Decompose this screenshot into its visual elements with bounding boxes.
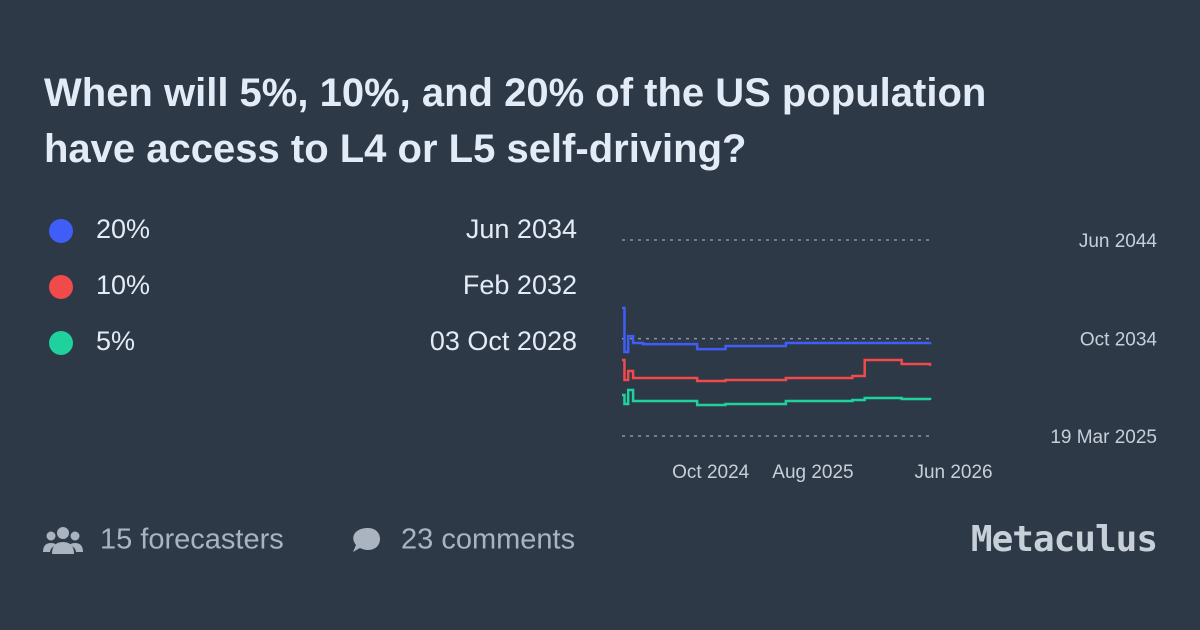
title-line: have access to L4 or L5 self-driving? [44, 127, 746, 171]
comments-icon [353, 528, 380, 552]
legend-dot [49, 219, 73, 243]
latest-value: 03 Oct 2028 [430, 326, 577, 356]
latest-value: Jun 2034 [466, 214, 577, 244]
latest-value: Feb 2032 [463, 270, 577, 300]
y-tick-label: Jun 2044 [1079, 231, 1158, 252]
y-tick-label: 19 Mar 2025 [1050, 427, 1157, 448]
series-line [622, 306, 932, 354]
legend-name: 20% [96, 214, 150, 244]
legend-name: 5% [96, 326, 135, 356]
legend-name: 10% [96, 270, 150, 300]
series-line [622, 358, 932, 383]
brand-logo: Metaculus [971, 519, 1157, 560]
comments-count: 23 comments [401, 524, 575, 556]
x-tick-label: Oct 2024 [672, 462, 750, 483]
forecasters-count: 15 forecasters [100, 524, 284, 556]
x-tick-label: Jun 2026 [914, 462, 992, 483]
forecasters-icon [43, 527, 83, 554]
title-line: When will 5%, 10%, and 20% of the US pop… [44, 71, 986, 115]
y-tick-label: Oct 2034 [1080, 330, 1158, 351]
legend-dot [49, 331, 73, 355]
legend-dot [49, 275, 73, 299]
x-tick-label: Aug 2025 [772, 462, 853, 483]
series-line [622, 388, 932, 407]
